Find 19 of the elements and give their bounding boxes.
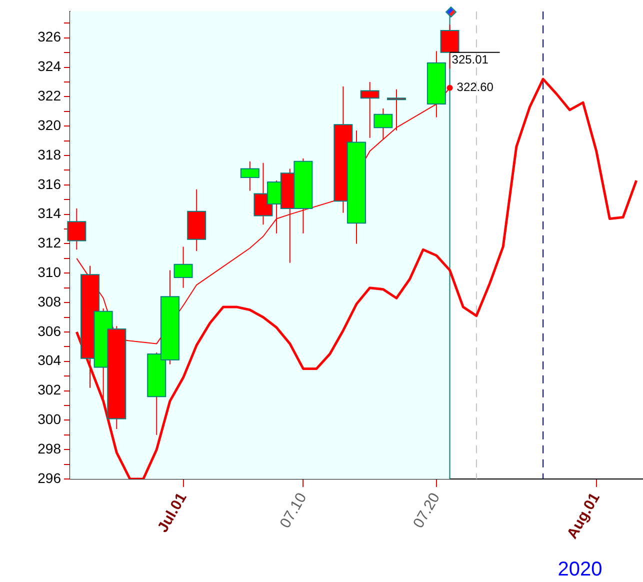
y-tick-label: 310 bbox=[38, 264, 62, 280]
y-tick-label: 296 bbox=[38, 470, 62, 486]
y-tick-label: 302 bbox=[38, 382, 62, 398]
y-tick-label: 322 bbox=[38, 88, 62, 104]
y-tick-label: 314 bbox=[38, 205, 62, 222]
y-tick-label: 306 bbox=[38, 322, 62, 339]
y-tick-label: 318 bbox=[38, 146, 62, 162]
annotation: 322.60 bbox=[456, 80, 494, 94]
y-tick-label: 298 bbox=[38, 440, 62, 456]
y-tick-label: 304 bbox=[38, 352, 62, 368]
y-tick-label: 316 bbox=[38, 176, 62, 192]
y-tick-label: 312 bbox=[38, 234, 62, 251]
y-tick-label: 308 bbox=[38, 293, 62, 310]
y-tick-label: 320 bbox=[38, 116, 62, 133]
annotation: 325.01 bbox=[452, 52, 489, 67]
y-tick-label: 326 bbox=[38, 28, 62, 45]
y-tick-label: 300 bbox=[38, 411, 62, 428]
text: 2020 bbox=[558, 558, 602, 581]
y-tick-label: 324 bbox=[38, 58, 62, 74]
